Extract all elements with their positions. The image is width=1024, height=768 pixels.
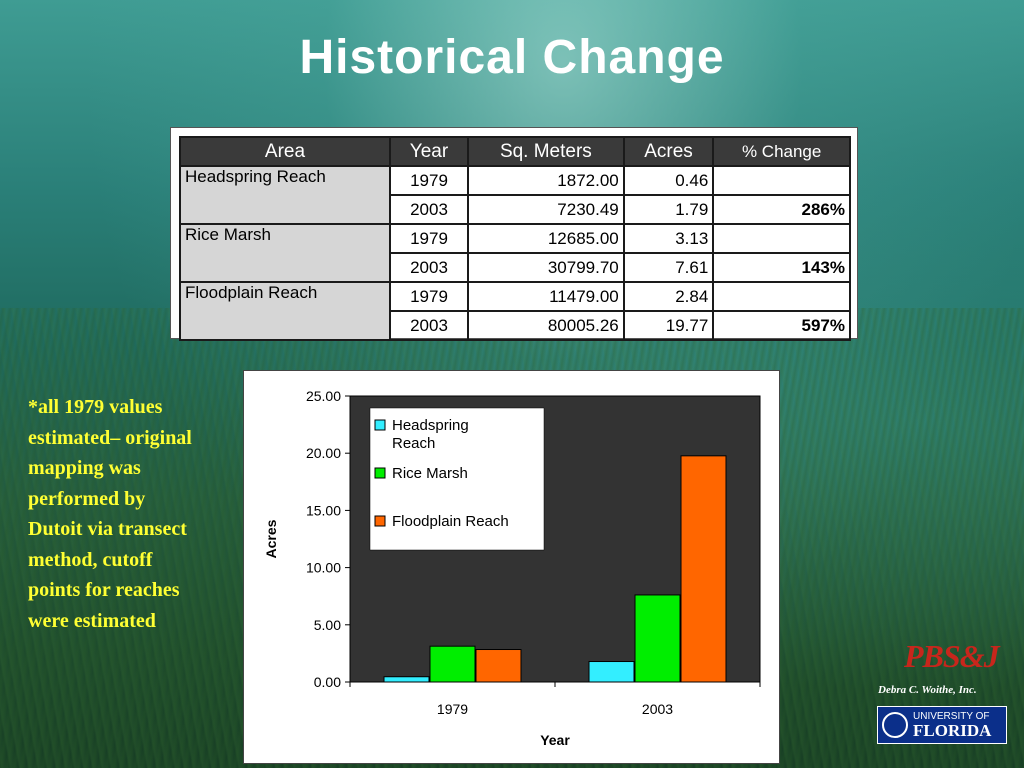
legend-box xyxy=(369,407,545,551)
year-cell: 2003 xyxy=(389,252,469,283)
pct-change-cell: 597% xyxy=(712,310,851,341)
legend-swatch xyxy=(374,515,386,527)
legend-label: Headspring Reach xyxy=(392,417,469,452)
y-tick-label: 5.00 xyxy=(314,617,341,633)
bar-floodplain-reach-1979 xyxy=(475,649,522,683)
year-cell: 1979 xyxy=(389,223,469,254)
legend-label-line: Reach xyxy=(392,435,435,452)
y-tick-label: 0.00 xyxy=(314,674,341,690)
bar-rice-marsh-1979 xyxy=(429,645,476,683)
y-tick-label: 20.00 xyxy=(306,445,341,461)
footnote-text: *all 1979 values estimated– original map… xyxy=(28,396,192,632)
header-pct-change: % Change xyxy=(712,136,851,167)
table-row: Floodplain Reach 1979 11479.00 2.84 xyxy=(179,281,851,341)
uf-logo-text: UNIVERSITY OF FLORIDA xyxy=(913,710,992,740)
data-table: Area Year Sq. Meters Acres % Change Head… xyxy=(179,136,851,341)
pbsj-logo-text: PBS&J xyxy=(904,638,1000,674)
area-cell: Rice Marsh xyxy=(179,223,391,283)
header-sq-meters: Sq. Meters xyxy=(467,136,625,167)
table-header-row: Area Year Sq. Meters Acres % Change xyxy=(179,136,851,167)
table-row: Rice Marsh 1979 12685.00 3.13 xyxy=(179,223,851,283)
sq-meters-cell: 11479.00 xyxy=(467,281,625,312)
bar-rice-marsh-2003 xyxy=(634,594,681,683)
y-axis-label: Acres xyxy=(263,519,279,558)
bar-chart: 0.00 5.00 10.00 15.00 20.00 25.00 Acres 1979 200… xyxy=(263,388,761,748)
data-table-frame: Area Year Sq. Meters Acres % Change Head… xyxy=(170,127,858,341)
pct-change-cell xyxy=(712,165,851,196)
uf-logo-line2: FLORIDA xyxy=(913,720,992,740)
bar-floodplain-reach-2003 xyxy=(680,455,727,683)
pct-change-cell: 143% xyxy=(712,252,851,283)
year-cell: 2003 xyxy=(389,310,469,341)
sq-meters-cell: 30799.70 xyxy=(467,252,625,283)
bar-chart-frame: 0.00 5.00 10.00 15.00 20.00 25.00 Acres 1979 200… xyxy=(243,370,780,764)
table-row: Headspring Reach 1979 1872.00 0.46 xyxy=(179,165,851,225)
acres-cell: 7.61 xyxy=(622,252,715,283)
sq-meters-cell: 80005.26 xyxy=(467,310,625,341)
legend-label: Floodplain Reach xyxy=(392,513,509,530)
acres-cell: 19.77 xyxy=(622,310,715,341)
y-tick-label: 25.00 xyxy=(306,388,341,404)
sq-meters-cell: 1872.00 xyxy=(467,165,625,196)
pct-change-cell xyxy=(712,281,851,312)
table-row: 2003 7230.49 1.79 286% xyxy=(180,194,851,225)
x-tick-label: 1979 xyxy=(437,701,468,717)
acres-cell: 2.84 xyxy=(622,281,715,312)
x-tick-label: 2003 xyxy=(642,701,673,717)
sq-meters-cell: 12685.00 xyxy=(467,223,625,254)
uf-seal-icon xyxy=(882,712,908,738)
year-cell: 1979 xyxy=(389,281,469,312)
bar-headspring-reach-2003 xyxy=(588,661,635,683)
acres-cell: 1.79 xyxy=(622,194,715,225)
header-area: Area xyxy=(179,136,391,167)
pct-change-cell: 286% xyxy=(712,194,851,225)
slide-title: Historical Change xyxy=(299,31,725,84)
credit-text: Debra C. Woithe, Inc. xyxy=(878,684,977,696)
acres-cell: 3.13 xyxy=(622,223,715,254)
area-cell: Floodplain Reach xyxy=(179,281,391,341)
bar-headspring-reach-1979 xyxy=(383,676,430,683)
legend-label-line: Headspring xyxy=(392,417,469,434)
y-tick-label: 10.00 xyxy=(306,560,341,576)
acres-cell: 0.46 xyxy=(622,165,715,196)
legend-label: Rice Marsh xyxy=(392,465,468,482)
pbsj-logo: PBS&J xyxy=(904,638,1000,675)
table-row: 2003 80005.26 19.77 597% xyxy=(180,310,851,341)
legend-swatch xyxy=(374,467,386,479)
table-row: 2003 30799.70 7.61 143% xyxy=(180,252,851,283)
year-cell: 1979 xyxy=(389,165,469,196)
uf-logo-line1: UNIVERSITY OF xyxy=(913,710,990,722)
header-year: Year xyxy=(389,136,469,167)
legend-swatch xyxy=(374,419,386,431)
x-axis-label: Year xyxy=(540,732,570,748)
header-acres: Acres xyxy=(622,136,715,167)
area-cell: Headspring Reach xyxy=(179,165,391,225)
university-of-florida-logo: UNIVERSITY OF FLORIDA xyxy=(877,706,1007,744)
y-tick-label: 15.00 xyxy=(306,502,341,518)
sq-meters-cell: 7230.49 xyxy=(467,194,625,225)
year-cell: 2003 xyxy=(389,194,469,225)
pct-change-cell xyxy=(712,223,851,254)
